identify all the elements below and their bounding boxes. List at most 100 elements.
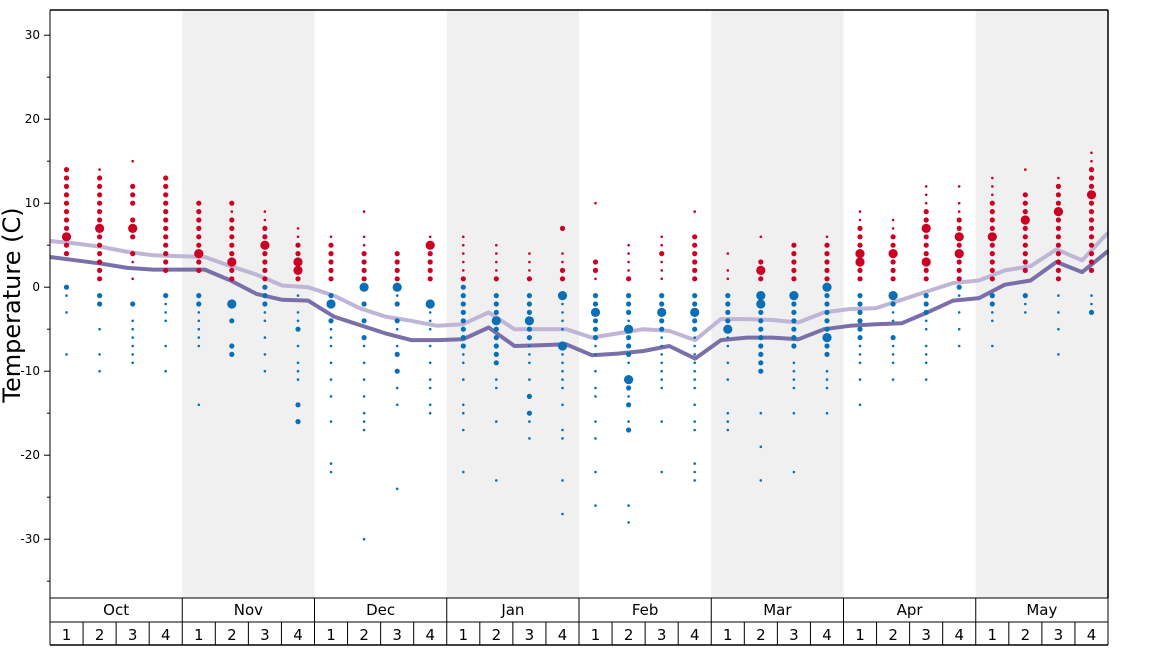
cold-point xyxy=(493,301,499,307)
week-label: 4 xyxy=(293,626,303,644)
warm-point xyxy=(495,252,498,255)
cold-point xyxy=(626,301,632,307)
warm-point xyxy=(427,267,433,273)
warm-point xyxy=(163,183,169,189)
cold-point xyxy=(822,282,832,292)
warm-point xyxy=(394,276,400,282)
warm-point xyxy=(293,265,303,275)
cold-point xyxy=(329,361,333,365)
warm-point xyxy=(1088,251,1095,257)
warm-point xyxy=(227,257,237,267)
cold-point xyxy=(924,361,928,365)
warm-point xyxy=(857,225,863,231)
warm-point xyxy=(693,210,696,213)
cold-point xyxy=(792,470,796,474)
cold-point xyxy=(65,353,68,356)
week-label: 1 xyxy=(855,626,865,644)
cold-point xyxy=(624,324,634,334)
cold-point xyxy=(1057,353,1060,356)
cold-point xyxy=(726,411,730,415)
cold-point xyxy=(1057,311,1060,314)
warm-point xyxy=(923,267,929,273)
warm-point xyxy=(921,223,931,233)
cold-point xyxy=(890,335,896,341)
week-label: 3 xyxy=(657,626,667,644)
warm-point xyxy=(923,234,929,240)
cold-point xyxy=(957,294,961,297)
cold-point xyxy=(229,318,235,324)
month-band-jan xyxy=(446,10,579,598)
cold-point xyxy=(693,378,696,381)
cold-point xyxy=(1088,309,1095,315)
warm-point xyxy=(361,276,367,282)
warm-point xyxy=(462,269,465,272)
cold-point xyxy=(362,428,366,432)
warm-point xyxy=(989,217,995,223)
cold-point xyxy=(359,282,369,292)
cold-point xyxy=(791,301,797,307)
warm-point xyxy=(991,185,994,188)
cold-point xyxy=(526,293,533,299)
cold-point xyxy=(957,311,961,314)
week-label: 3 xyxy=(1054,626,1064,644)
warm-point xyxy=(528,260,531,264)
cold-point xyxy=(858,403,862,407)
cold-point xyxy=(561,361,564,365)
y-tick-label: 10 xyxy=(25,196,40,210)
cold-point xyxy=(329,420,333,423)
cold-point xyxy=(989,301,995,307)
warm-point xyxy=(1055,217,1061,223)
warm-point xyxy=(791,251,797,257)
cold-point xyxy=(561,353,564,356)
cold-point xyxy=(624,375,634,385)
warm-point xyxy=(726,252,730,255)
warm-point xyxy=(954,232,964,242)
cold-point xyxy=(758,343,764,349)
cold-point xyxy=(561,479,564,482)
cold-point xyxy=(561,512,564,516)
warm-point xyxy=(196,234,202,240)
warm-point xyxy=(427,251,433,257)
warm-point xyxy=(328,267,334,273)
warm-point xyxy=(163,175,169,181)
cold-point xyxy=(759,479,763,482)
cold-point xyxy=(758,335,764,341)
cold-point xyxy=(924,327,928,331)
cold-point xyxy=(395,403,399,407)
cold-point xyxy=(328,318,334,324)
warm-point xyxy=(163,192,169,198)
cold-point xyxy=(594,470,597,474)
warm-point xyxy=(1055,183,1061,189)
cold-point xyxy=(362,537,366,541)
cold-point xyxy=(891,311,895,314)
cold-point xyxy=(493,360,499,366)
warm-point xyxy=(97,175,103,181)
warm-point xyxy=(594,201,597,205)
warm-point xyxy=(1088,183,1095,189)
y-axis: 30 20 10 0 -10 -20 -30 xyxy=(20,10,51,598)
cold-point xyxy=(528,420,531,423)
cold-point xyxy=(561,319,564,323)
warm-point xyxy=(163,259,169,265)
warm-point xyxy=(131,260,134,264)
cold-point xyxy=(462,411,465,415)
warm-point xyxy=(627,252,630,255)
cold-point xyxy=(561,327,564,331)
warm-point xyxy=(1090,159,1093,163)
warm-point xyxy=(559,267,566,273)
cold-point xyxy=(428,411,432,415)
cold-point xyxy=(660,361,663,365)
week-label: 2 xyxy=(756,626,766,644)
warm-point xyxy=(1022,259,1028,265)
week-label: 1 xyxy=(591,626,601,644)
cold-point xyxy=(164,319,167,323)
warm-point xyxy=(362,243,366,247)
warm-point xyxy=(1020,215,1030,225)
week-label: 4 xyxy=(161,626,171,644)
week-label: 3 xyxy=(128,626,138,644)
cold-point xyxy=(1057,327,1060,331)
cold-point xyxy=(657,307,667,317)
warm-point xyxy=(97,234,103,240)
cold-point xyxy=(858,344,862,348)
cold-point xyxy=(262,301,268,307)
